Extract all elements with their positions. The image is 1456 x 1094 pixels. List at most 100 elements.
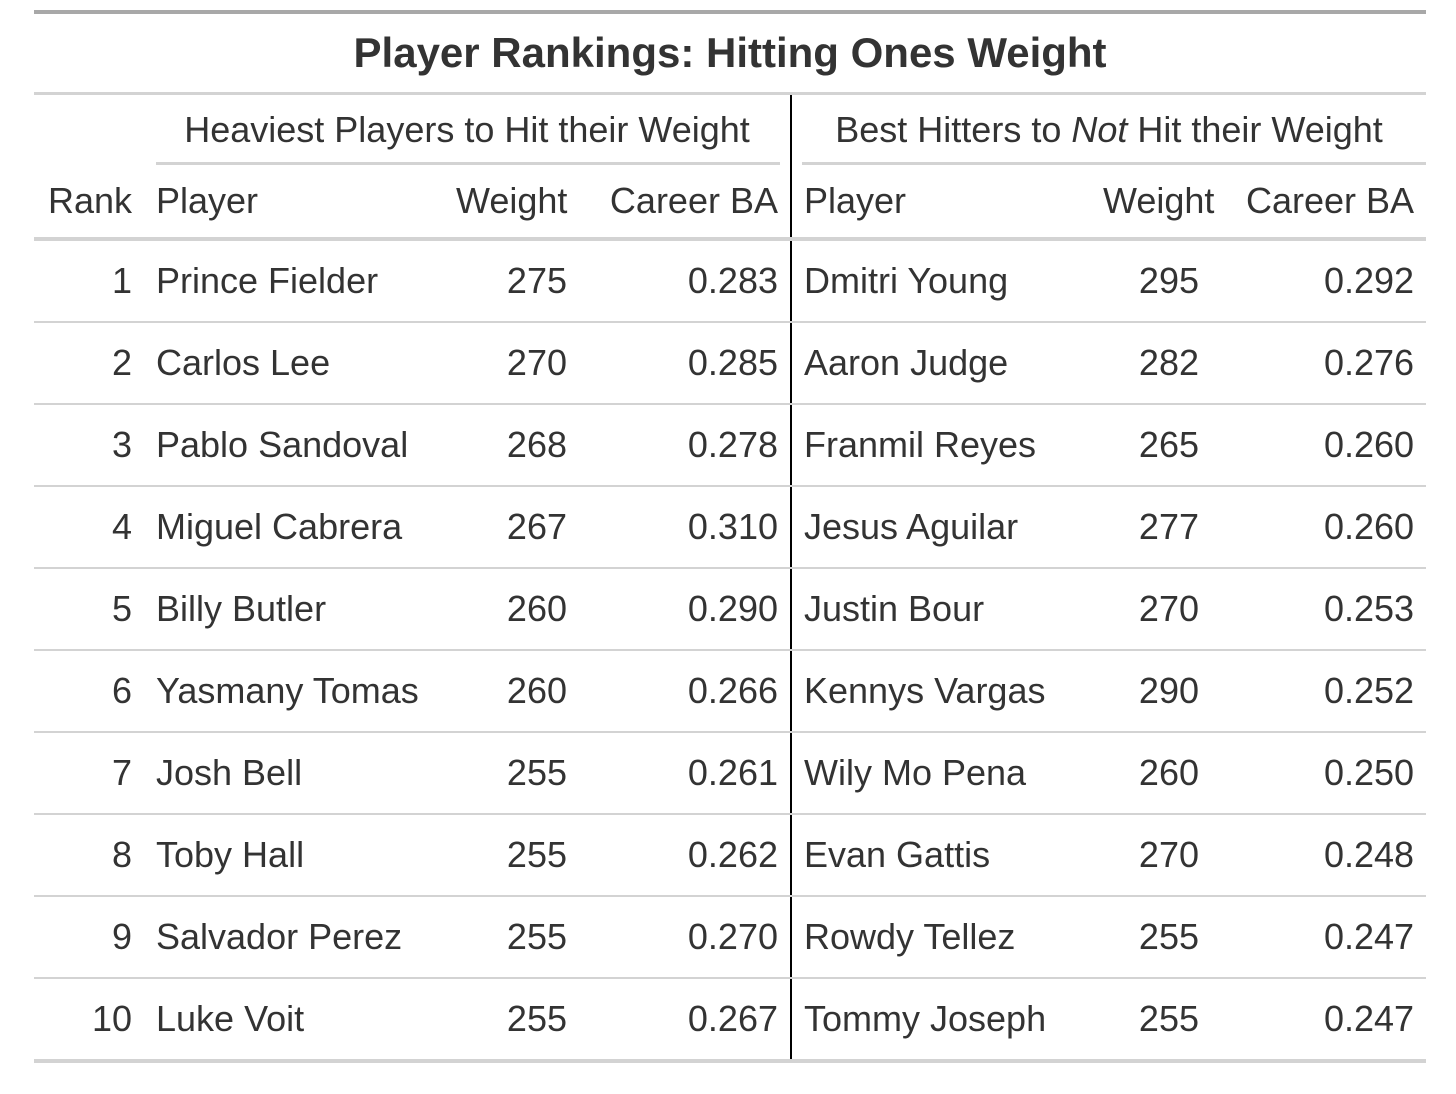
- table-row: 1 Prince Fielder 275 0.283 Dmitri Young …: [34, 239, 1427, 323]
- col-header-weight-left: Weight: [444, 165, 579, 241]
- weight-left-cell: 255: [444, 978, 579, 1063]
- weight-right-cell: 270: [1091, 814, 1211, 897]
- weight-left-cell: 255: [444, 814, 579, 897]
- weight-left-cell: 255: [444, 896, 579, 979]
- ba-right-cell: 0.253: [1211, 568, 1427, 651]
- table-row: 5 Billy Butler 260 0.290 Justin Bour 270…: [34, 568, 1427, 651]
- ba-left-cell: 0.310: [579, 486, 792, 569]
- ba-right-cell: 0.250: [1211, 732, 1427, 815]
- rank-cell: 4: [34, 486, 144, 569]
- player-right-cell: Kennys Vargas: [791, 650, 1091, 733]
- weight-right-cell: 265: [1091, 404, 1211, 487]
- ba-left-cell: 0.262: [579, 814, 792, 897]
- player-right-cell: Aaron Judge: [791, 322, 1091, 405]
- col-header-ba-right: Career BA: [1211, 165, 1427, 241]
- ba-left-cell: 0.266: [579, 650, 792, 733]
- rank-cell: 1: [34, 239, 144, 323]
- ba-right-cell: 0.248: [1211, 814, 1427, 897]
- player-left-cell: Yasmany Tomas: [144, 650, 444, 733]
- table-row: 4 Miguel Cabrera 267 0.310 Jesus Aguilar…: [34, 486, 1427, 569]
- table-row: 7 Josh Bell 255 0.261 Wily Mo Pena 260 0…: [34, 732, 1427, 815]
- col-header-player-right: Player: [791, 165, 1091, 241]
- spanner-right-post: Hit their Weight: [1127, 109, 1383, 150]
- ba-left-cell: 0.278: [579, 404, 792, 487]
- weight-right-cell: 282: [1091, 322, 1211, 405]
- ba-left-cell: 0.270: [579, 896, 792, 979]
- weight-left-cell: 275: [444, 239, 579, 323]
- spanner-left-cell: Heaviest Players to Hit their Weight: [144, 93, 792, 165]
- player-left-cell: Josh Bell: [144, 732, 444, 815]
- table-row: 8 Toby Hall 255 0.262 Evan Gattis 270 0.…: [34, 814, 1427, 897]
- ba-right-cell: 0.292: [1211, 239, 1427, 323]
- rank-cell: 10: [34, 978, 144, 1063]
- player-right-cell: Franmil Reyes: [791, 404, 1091, 487]
- ba-left-cell: 0.285: [579, 322, 792, 405]
- player-right-cell: Wily Mo Pena: [791, 732, 1091, 815]
- player-right-cell: Evan Gattis: [791, 814, 1091, 897]
- player-left-cell: Toby Hall: [144, 814, 444, 897]
- spanner-left-label: Heaviest Players to Hit their Weight: [184, 109, 750, 150]
- player-left-cell: Salvador Perez: [144, 896, 444, 979]
- ba-left-cell: 0.283: [579, 239, 792, 323]
- ba-right-cell: 0.247: [1211, 896, 1427, 979]
- ba-right-cell: 0.276: [1211, 322, 1427, 405]
- spanner-right-cell: Best Hitters to Not Hit their Weight: [791, 94, 1427, 165]
- spanner-left-underline: [156, 162, 780, 165]
- spanner-row: Heaviest Players to Hit their Weight Bes…: [34, 93, 1427, 166]
- table-row: 6 Yasmany Tomas 260 0.266 Kennys Vargas …: [34, 650, 1427, 733]
- weight-right-cell: 290: [1091, 650, 1211, 733]
- weight-right-cell: 255: [1091, 978, 1211, 1063]
- table-body: 1 Prince Fielder 275 0.283 Dmitri Young …: [34, 239, 1427, 1063]
- ba-right-cell: 0.252: [1211, 650, 1427, 733]
- rank-cell: 7: [34, 732, 144, 815]
- table-row: 10 Luke Voit 255 0.267 Tommy Joseph 255 …: [34, 978, 1427, 1063]
- spanner-right-label: Best Hitters to Not Hit their Weight: [835, 109, 1383, 150]
- player-left-cell: Miguel Cabrera: [144, 486, 444, 569]
- title-row: Player Rankings: Hitting Ones Weight: [34, 12, 1427, 95]
- player-left-cell: Carlos Lee: [144, 322, 444, 405]
- weight-left-cell: 255: [444, 732, 579, 815]
- player-right-cell: Justin Bour: [791, 568, 1091, 651]
- column-header-row: Rank Player Weight Career BA Player Weig…: [34, 165, 1427, 241]
- table-row: 3 Pablo Sandoval 268 0.278 Franmil Reyes…: [34, 404, 1427, 487]
- rank-cell: 3: [34, 404, 144, 487]
- spanner-empty: [34, 94, 144, 166]
- weight-left-cell: 260: [444, 650, 579, 733]
- col-header-player-left: Player: [144, 165, 444, 241]
- rank-cell: 2: [34, 322, 144, 405]
- weight-left-cell: 270: [444, 322, 579, 405]
- spanner-right-emphasis: Not: [1071, 109, 1128, 150]
- weight-right-cell: 295: [1091, 239, 1211, 323]
- rankings-table-container: Player Rankings: Hitting Ones Weight Hea…: [34, 10, 1427, 1063]
- weight-left-cell: 267: [444, 486, 579, 569]
- rank-cell: 8: [34, 814, 144, 897]
- spanner-right-pre: Best Hitters to: [835, 109, 1072, 150]
- weight-left-cell: 268: [444, 404, 579, 487]
- ba-left-cell: 0.267: [579, 978, 792, 1063]
- col-header-rank: Rank: [34, 165, 144, 241]
- rank-cell: 6: [34, 650, 144, 733]
- player-right-cell: Tommy Joseph: [791, 978, 1091, 1063]
- player-right-cell: Rowdy Tellez: [791, 896, 1091, 979]
- rank-cell: 9: [34, 896, 144, 979]
- rank-cell: 5: [34, 568, 144, 651]
- table-title: Player Rankings: Hitting Ones Weight: [34, 12, 1427, 95]
- weight-right-cell: 277: [1091, 486, 1211, 569]
- weight-right-cell: 260: [1091, 732, 1211, 815]
- table-row: 2 Carlos Lee 270 0.285 Aaron Judge 282 0…: [34, 322, 1427, 405]
- player-left-cell: Prince Fielder: [144, 239, 444, 323]
- weight-right-cell: 270: [1091, 568, 1211, 651]
- weight-right-cell: 255: [1091, 896, 1211, 979]
- player-left-cell: Luke Voit: [144, 978, 444, 1063]
- player-right-cell: Dmitri Young: [791, 239, 1091, 323]
- weight-left-cell: 260: [444, 568, 579, 651]
- ba-right-cell: 0.260: [1211, 486, 1427, 569]
- table-row: 9 Salvador Perez 255 0.270 Rowdy Tellez …: [34, 896, 1427, 979]
- player-left-cell: Pablo Sandoval: [144, 404, 444, 487]
- ba-left-cell: 0.290: [579, 568, 792, 651]
- player-right-cell: Jesus Aguilar: [791, 486, 1091, 569]
- ba-right-cell: 0.247: [1211, 978, 1427, 1063]
- spanner-right-underline: [802, 162, 1427, 165]
- ba-left-cell: 0.261: [579, 732, 792, 815]
- rankings-table: Player Rankings: Hitting Ones Weight Hea…: [34, 10, 1427, 1063]
